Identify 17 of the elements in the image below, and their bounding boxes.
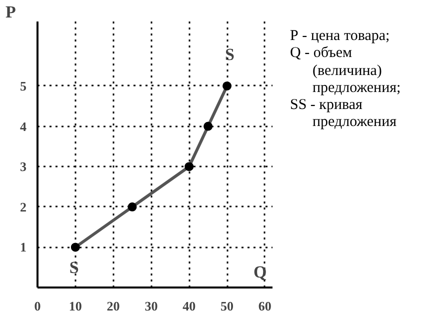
x-tick-label: 10 <box>68 298 82 314</box>
y-axis-title: P <box>6 2 16 22</box>
y-tick-label: 2 <box>20 199 26 214</box>
x-tick-label: 20 <box>106 298 120 314</box>
y-tick-label: 4 <box>20 118 27 134</box>
x-tick-label: 30 <box>144 298 158 314</box>
x-tick-label: 60 <box>258 298 272 314</box>
annotation: S <box>69 258 79 278</box>
x-tick-label: 50 <box>220 298 234 314</box>
annotation: S <box>225 44 234 64</box>
x-tick-label: 0 <box>34 298 41 314</box>
x-tick-label: 40 <box>182 298 196 314</box>
y-tick-label: 5 <box>20 78 27 94</box>
x-axis-title: Q <box>254 262 267 282</box>
y-tick-label: 1 <box>20 240 26 255</box>
text: P - цена товара; Q - объем (величина) предложения; SS - кривая предложения <box>290 28 401 132</box>
y-tick-label: 3 <box>20 159 27 174</box>
